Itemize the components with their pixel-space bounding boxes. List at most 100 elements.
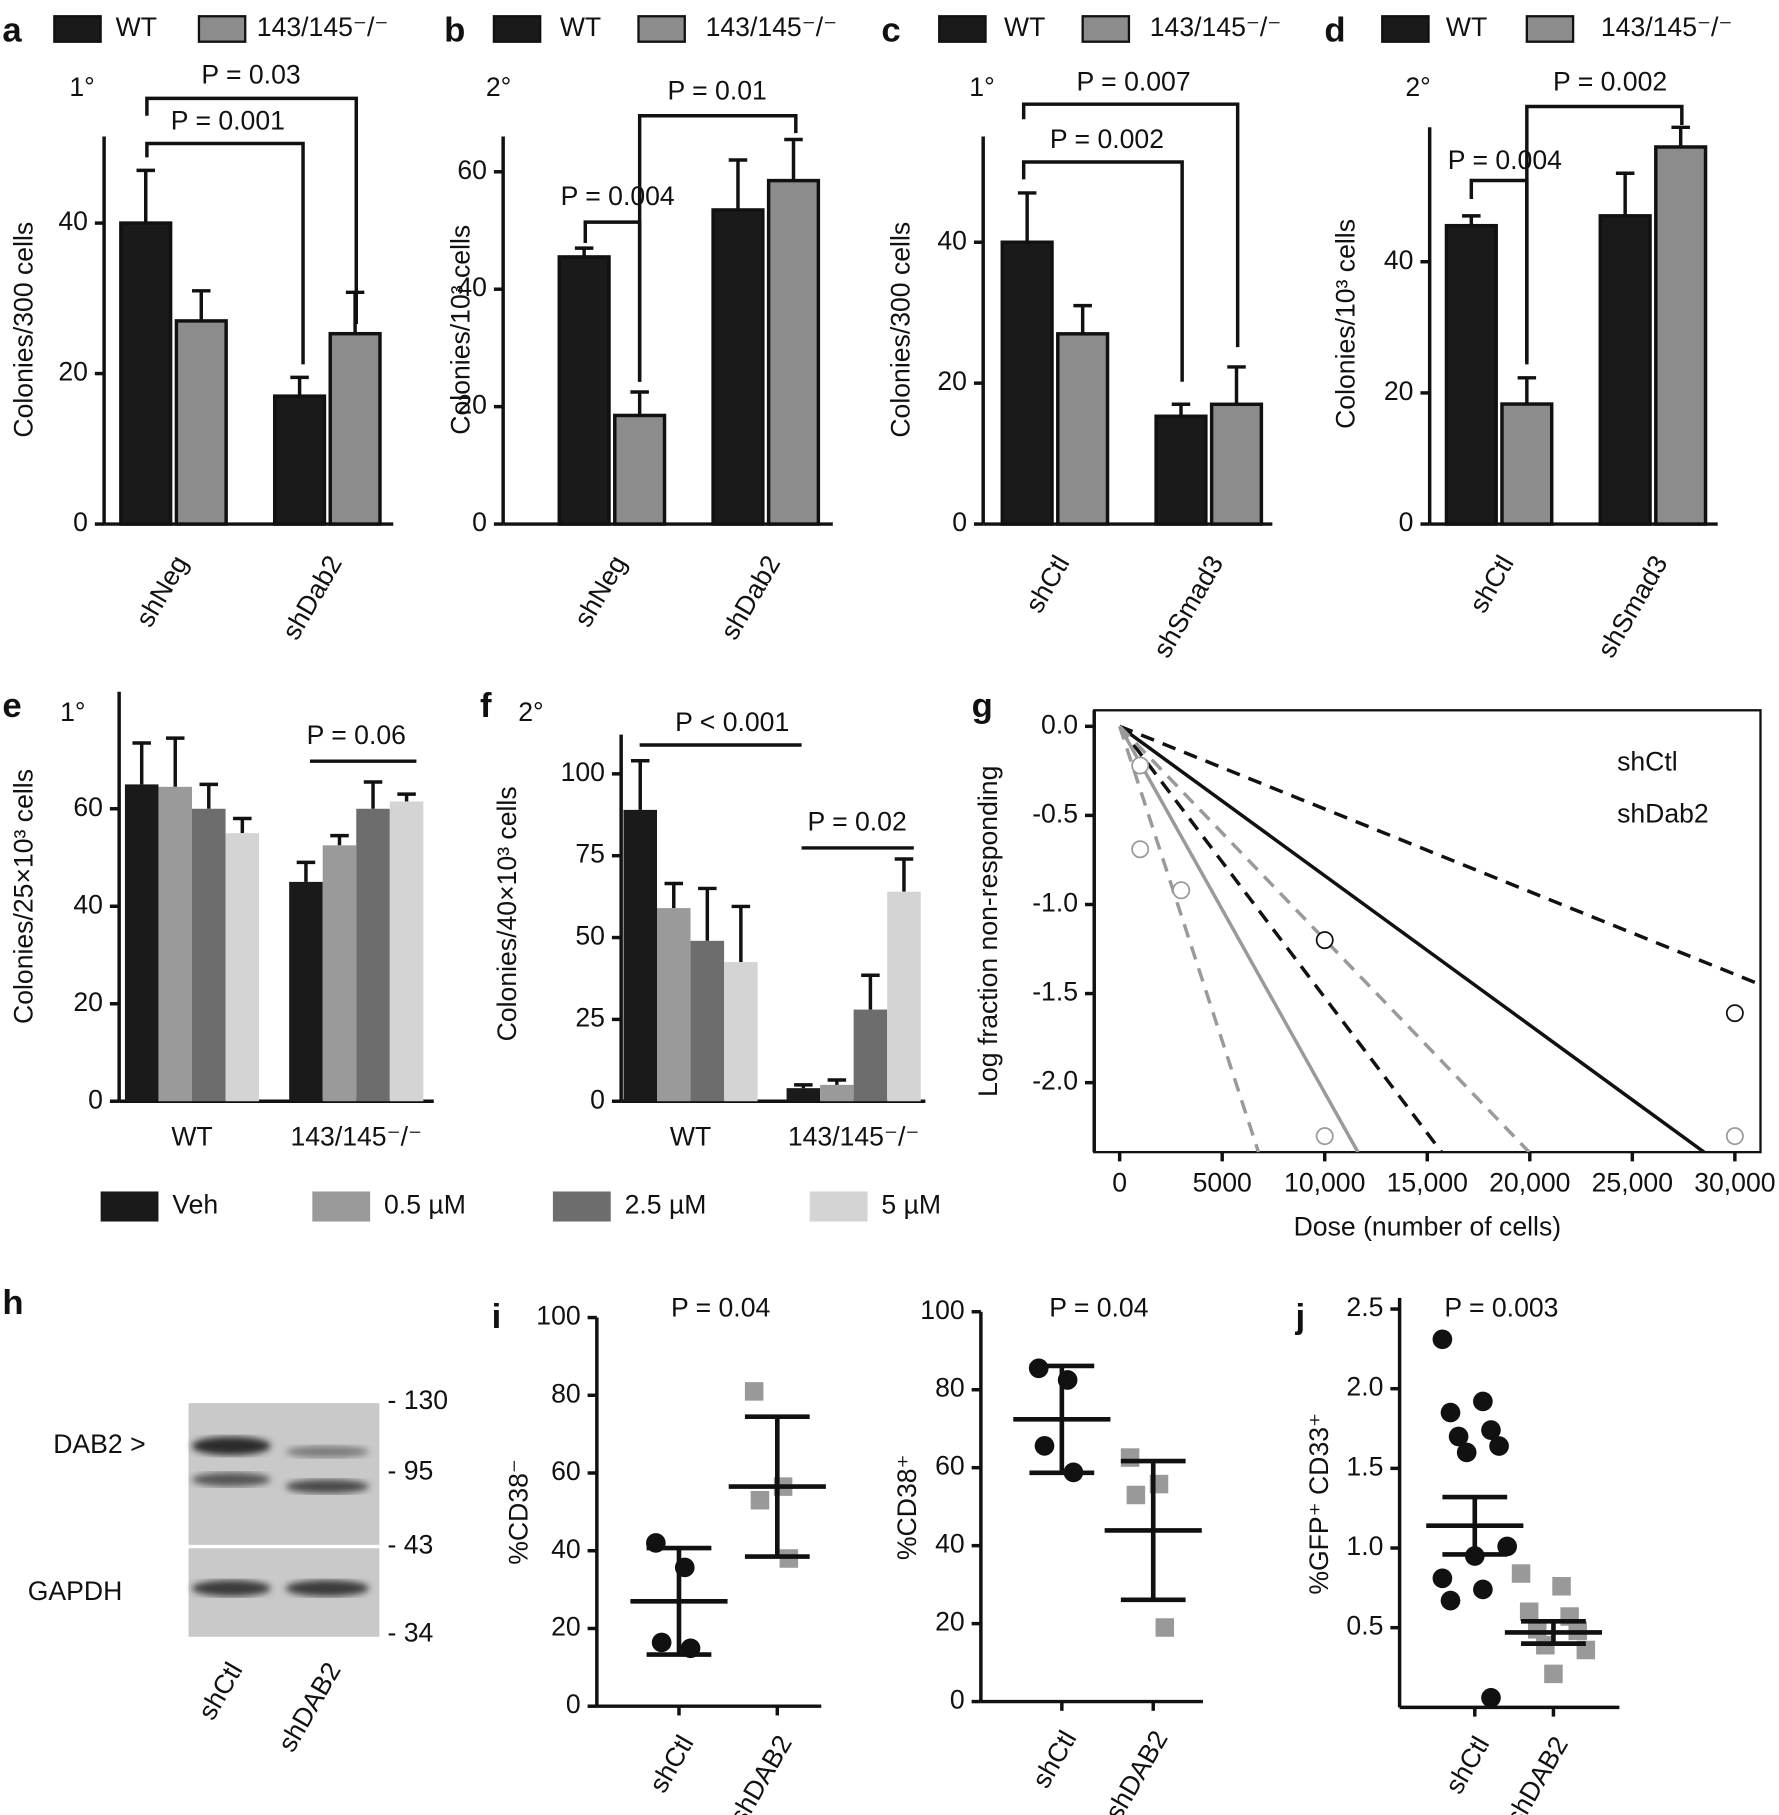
x-tick-label: shDab2 (276, 550, 348, 644)
x-tick-label: 0 (1112, 1168, 1127, 1198)
y-tick-label: 20 (73, 987, 103, 1017)
panel-sublabel: 1° (69, 72, 94, 102)
fit-line (1118, 725, 1261, 1153)
bar (1500, 402, 1554, 526)
legend-swatch (492, 15, 542, 43)
p-value: P = 0.01 (667, 76, 766, 106)
data-point (1315, 1127, 1334, 1146)
y-tick-label: 80 (551, 1378, 581, 1408)
x-tick-label: shCtl (1439, 1731, 1495, 1798)
x-tick-label: 30,000 (1694, 1168, 1775, 1198)
y-tick-label: 0 (73, 507, 88, 537)
blot-label: GAPDH (28, 1576, 123, 1606)
data-point (744, 1382, 764, 1401)
x-tick-label: shCtl (1019, 550, 1075, 617)
panel-letter: c (881, 12, 900, 50)
bar (1000, 240, 1054, 526)
legend-swatch (1381, 15, 1430, 43)
y-tick-label: 0 (952, 507, 967, 537)
y-axis-label: %CD38⁺ (892, 1454, 922, 1560)
y-tick-label: 0 (1399, 507, 1414, 537)
legend-label: 143/145⁻/⁻ (257, 12, 389, 42)
p-value: P = 0.04 (1049, 1292, 1149, 1322)
panel-letter: d (1324, 12, 1345, 50)
p-value: P = 0.04 (671, 1292, 771, 1322)
y-tick-label: 0 (88, 1084, 103, 1114)
bar (613, 413, 667, 526)
legend-label: shDab2 (1617, 799, 1709, 829)
x-tick-label: shCtl (1026, 1725, 1082, 1792)
legend-label: 2.5 µM (625, 1190, 707, 1220)
bar (623, 809, 658, 1102)
y-tick-label: 0.5 (1346, 1611, 1383, 1641)
significance-bracket (145, 96, 358, 324)
band (192, 1472, 271, 1487)
legend-label: 143/145⁻/⁻ (1150, 12, 1282, 42)
y-tick-label: 20 (551, 1612, 581, 1642)
data-point (1131, 840, 1150, 859)
x-tick-label: shDAB2 (1499, 1731, 1574, 1815)
data-point (1456, 1442, 1477, 1463)
y-tick-label: 40 (73, 889, 103, 919)
western-blot: h DAB2 > GAPDH - 130 - 95 - 43 - 34 shCt… (2, 1284, 448, 1757)
y-tick-label: 1.0 (1346, 1531, 1383, 1561)
y-tick-label: 40 (1384, 245, 1414, 275)
bar (820, 1084, 854, 1102)
y-tick-label: -0.5 (1032, 798, 1078, 828)
x-tick-label: shSmad3 (1591, 550, 1673, 662)
y-axis-label: %GFP⁺ CD33⁺ (1304, 1413, 1334, 1595)
p-value: P = 0.007 (1077, 66, 1191, 96)
data-point (1552, 1577, 1571, 1596)
x-tick-label: 15,000 (1387, 1168, 1468, 1198)
bar (1154, 414, 1208, 526)
y-tick-label: 0.0 (1041, 709, 1078, 739)
legend-label: shCtl (1617, 747, 1678, 777)
x-tick-label: 143/145⁻/⁻ (788, 1121, 920, 1151)
data-point (1432, 1568, 1453, 1589)
y-tick-label: 40 (58, 206, 88, 236)
x-tick-label: 143/145⁻/⁻ (290, 1121, 422, 1151)
legend-label: 5 µM (881, 1190, 941, 1220)
data-point (1725, 1004, 1744, 1023)
bar (158, 786, 193, 1102)
data-point (1131, 756, 1150, 775)
bar (328, 331, 382, 526)
x-tick-label: shSmad3 (1147, 550, 1229, 662)
data-point (1473, 1391, 1493, 1412)
data-point (1315, 931, 1334, 950)
x-tick-label: 5000 (1193, 1168, 1252, 1198)
y-axis-label: Colonies/10³ cells (446, 225, 476, 435)
lane-label: shCtl (192, 1657, 248, 1724)
x-tick-label: shNeg (568, 550, 632, 632)
data-point (1120, 1448, 1140, 1467)
x-tick-label: shDab2 (714, 550, 786, 644)
p-value: P < 0.001 (675, 707, 789, 737)
data-point (1519, 1602, 1539, 1622)
fit-line (1118, 725, 1443, 1153)
data-point (1155, 1618, 1175, 1637)
y-tick-label: 0 (566, 1689, 581, 1719)
band (285, 1479, 369, 1494)
y-tick-label: -1.5 (1032, 977, 1078, 1007)
bar (887, 891, 921, 1102)
y-tick-label: 2.0 (1346, 1372, 1383, 1402)
p-value: P = 0.03 (201, 59, 300, 89)
significance-bracket (637, 114, 798, 382)
y-axis-label: Colonies/40×10³ cells (492, 786, 522, 1041)
p-value: P = 0.003 (1444, 1292, 1558, 1322)
x-tick-label: 10,000 (1284, 1168, 1365, 1198)
panel-sublabel: 2° (486, 72, 511, 102)
data-point (1511, 1564, 1531, 1583)
legend-label: 0.5 µM (384, 1190, 466, 1220)
panel-letter: h (2, 1284, 23, 1322)
x-tick-label: shCtl (1463, 550, 1519, 617)
y-tick-label: 0 (590, 1084, 605, 1114)
lane-label: shDAB2 (272, 1657, 347, 1756)
bar (1598, 214, 1652, 526)
panel-letter: f (480, 687, 492, 725)
x-tick-label: shCtl (643, 1730, 699, 1797)
panel-sublabel: 2° (1405, 72, 1430, 102)
p-value: P = 0.06 (307, 720, 406, 750)
panel-letter: j (1295, 1298, 1306, 1336)
y-tick-label: 40 (457, 272, 487, 302)
